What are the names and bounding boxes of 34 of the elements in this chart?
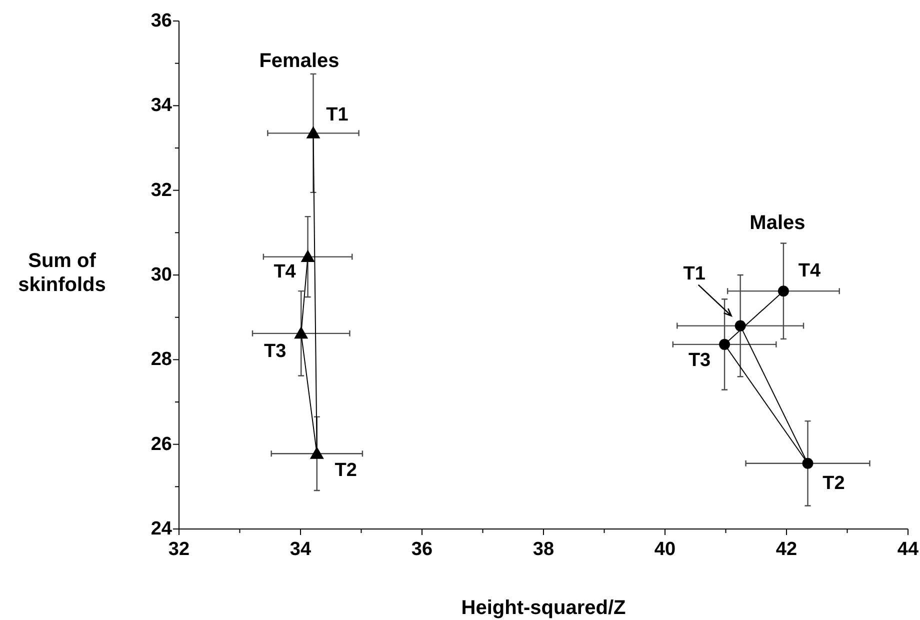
- y-tick-label: 32: [150, 180, 172, 201]
- y-tick-label: 26: [150, 434, 172, 455]
- y-tick-label: 24: [150, 518, 172, 540]
- y-tick-label: 30: [150, 264, 172, 286]
- x-tick-label: 42: [776, 539, 798, 560]
- x-tick-label: 44: [897, 539, 919, 560]
- point: [306, 126, 320, 138]
- y-tick-label: 36: [150, 10, 172, 32]
- annotation: T3: [688, 350, 711, 371]
- y-tick-label: 34: [150, 95, 172, 116]
- x-tick-label: 38: [532, 539, 554, 560]
- x-tick-label: 40: [654, 539, 676, 560]
- annotation: T1: [683, 263, 706, 284]
- annotation: T2: [334, 460, 357, 482]
- point: [802, 458, 814, 469]
- x-tick-label: 36: [411, 539, 433, 560]
- point: [719, 338, 730, 350]
- annotation: T4: [274, 261, 296, 282]
- annotation: T2: [822, 472, 845, 494]
- x-tick-label: 32: [168, 539, 190, 560]
- point: [294, 326, 308, 339]
- y-tick-label: 28: [150, 349, 172, 370]
- point: [310, 446, 324, 459]
- point: [734, 320, 746, 332]
- annotation: T4: [798, 260, 821, 282]
- annotation: T3: [264, 340, 286, 362]
- point: [778, 286, 789, 297]
- x-tick-label: 34: [290, 539, 312, 560]
- y-axis-title: Sum of skinfolds: [18, 250, 106, 296]
- point: [300, 250, 315, 262]
- text: Females: [259, 50, 340, 72]
- x-axis-title: Height-squared/Z: [461, 597, 626, 619]
- text: Males: [750, 212, 806, 234]
- annotation: T1: [326, 104, 349, 126]
